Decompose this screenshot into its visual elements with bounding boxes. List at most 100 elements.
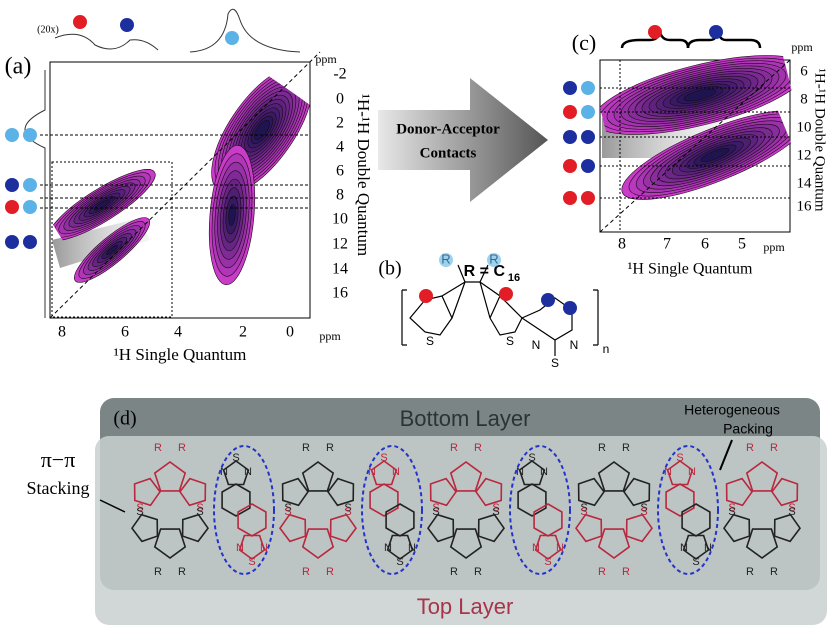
x-tick-label: 7 bbox=[663, 236, 671, 253]
y-tick-label: 10 bbox=[797, 119, 812, 135]
dot bbox=[581, 159, 595, 173]
atom: S bbox=[432, 506, 439, 518]
atom: S bbox=[284, 506, 291, 518]
y-tick-label: 0 bbox=[336, 91, 344, 108]
atom: S bbox=[676, 452, 683, 464]
y-tick-label: 12 bbox=[797, 147, 812, 163]
atom: N bbox=[540, 466, 548, 478]
y-tick-label: 4 bbox=[336, 139, 344, 156]
atom: R bbox=[746, 566, 754, 578]
atom: S bbox=[380, 452, 387, 464]
dot bbox=[563, 130, 577, 144]
dot bbox=[563, 159, 577, 173]
atom: N bbox=[532, 338, 541, 352]
panel-label: (c) bbox=[572, 30, 596, 55]
atom: R bbox=[302, 442, 310, 454]
annotation: π−π bbox=[41, 447, 76, 472]
layer-title: Top Layer bbox=[417, 594, 514, 619]
unit: ppm bbox=[319, 329, 341, 343]
atom: N bbox=[516, 466, 524, 478]
y-tick-label: 12 bbox=[332, 236, 348, 253]
y-tick-label: 8 bbox=[800, 91, 808, 107]
dot bbox=[581, 191, 595, 205]
annotation: Stacking bbox=[27, 478, 90, 498]
dot bbox=[73, 15, 87, 29]
axis-title: ¹H-¹H Double Quantum bbox=[354, 94, 373, 256]
x-tick-label: 0 bbox=[286, 324, 294, 341]
atom: S bbox=[728, 506, 735, 518]
atom: S bbox=[692, 556, 699, 568]
y-tick-label: 16 bbox=[332, 285, 348, 302]
atom: N bbox=[532, 542, 540, 554]
atom: R bbox=[622, 442, 630, 454]
arrow-text: Donor-Acceptor bbox=[396, 121, 500, 137]
dot bbox=[499, 287, 513, 301]
atom: R bbox=[622, 566, 630, 578]
atom: N bbox=[220, 466, 228, 478]
atom: S bbox=[506, 334, 514, 348]
atom: R bbox=[474, 442, 482, 454]
arrow bbox=[378, 78, 548, 202]
atom: S bbox=[788, 506, 795, 518]
y-tick-label: 2 bbox=[336, 115, 344, 132]
dot bbox=[23, 178, 37, 192]
atom: S bbox=[396, 556, 403, 568]
r-subscript: 16 bbox=[508, 272, 520, 284]
atom: S bbox=[492, 506, 499, 518]
arrow-text: Contacts bbox=[420, 145, 477, 161]
figure: (a)(20x)86420ppm¹H Single Quantum-202468… bbox=[0, 0, 827, 625]
x-tick-label: 8 bbox=[618, 236, 626, 253]
axis-title: ¹H-¹H Double Quantum bbox=[812, 68, 827, 211]
scale-note: (20x) bbox=[37, 24, 59, 35]
x-tick-label: 4 bbox=[174, 324, 182, 341]
atom: R bbox=[154, 566, 162, 578]
atom: S bbox=[232, 452, 239, 464]
atom: R bbox=[598, 566, 606, 578]
atom: S bbox=[640, 506, 647, 518]
atom: S bbox=[248, 556, 255, 568]
atom: R bbox=[770, 566, 778, 578]
projection bbox=[25, 70, 45, 318]
atom: R bbox=[598, 442, 606, 454]
dot bbox=[563, 81, 577, 95]
atom: R bbox=[326, 442, 334, 454]
atom: N bbox=[570, 338, 579, 352]
layer-title: Bottom Layer bbox=[400, 406, 531, 431]
dot bbox=[120, 18, 134, 32]
atom: N bbox=[392, 466, 400, 478]
atom: N bbox=[384, 542, 392, 554]
projection bbox=[55, 34, 158, 50]
atom: R bbox=[154, 442, 162, 454]
atom: S bbox=[580, 506, 587, 518]
atom: R bbox=[770, 442, 778, 454]
panel-label: (d) bbox=[113, 408, 136, 430]
atom: S bbox=[344, 506, 351, 518]
atom: N bbox=[680, 542, 688, 554]
dot bbox=[581, 105, 595, 119]
y-tick-label: 6 bbox=[336, 163, 344, 180]
annotation: Heterogeneous bbox=[684, 402, 780, 418]
atom: S bbox=[528, 452, 535, 464]
atom: S bbox=[551, 356, 559, 370]
y-tick-label: 6 bbox=[800, 63, 808, 79]
y-tick-label: 8 bbox=[336, 187, 344, 204]
y-tick-label: 10 bbox=[332, 211, 348, 228]
atom: n bbox=[603, 342, 610, 356]
dot bbox=[581, 81, 595, 95]
atom: R bbox=[474, 566, 482, 578]
atom: N bbox=[664, 466, 672, 478]
dot bbox=[5, 128, 19, 142]
dot bbox=[709, 25, 723, 39]
y-tick-label: -2 bbox=[333, 66, 346, 83]
dot bbox=[563, 301, 577, 315]
atom: N bbox=[368, 466, 376, 478]
dot bbox=[648, 25, 662, 39]
atom: R bbox=[178, 442, 186, 454]
dot bbox=[541, 293, 555, 307]
dot bbox=[563, 191, 577, 205]
x-tick-label: 6 bbox=[701, 236, 709, 253]
dot bbox=[5, 235, 19, 249]
panel-label: (a) bbox=[5, 54, 32, 80]
dot bbox=[5, 178, 19, 192]
x-tick-label: 8 bbox=[58, 324, 66, 341]
